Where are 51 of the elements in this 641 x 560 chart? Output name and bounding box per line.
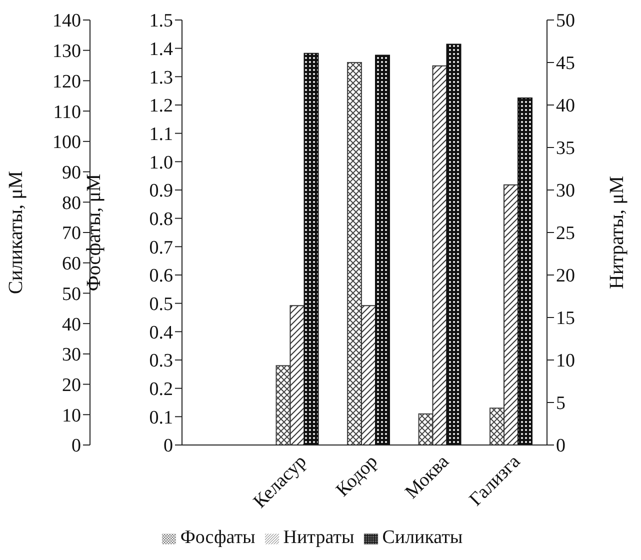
y3-tick-label: 110 bbox=[53, 102, 81, 123]
y2-tick-label: 25 bbox=[556, 223, 575, 244]
y-tick-label: 1.4 bbox=[149, 39, 174, 60]
y-tick-label: 0.6 bbox=[149, 266, 173, 287]
y-tick-label: 0.3 bbox=[149, 350, 173, 372]
y-tick-label: 0.9 bbox=[149, 180, 173, 202]
y2-tick-label: 40 bbox=[556, 96, 575, 117]
y2-tick-label: 10 bbox=[556, 350, 575, 372]
y-tick-label: 1.0 bbox=[149, 152, 173, 174]
bar bbox=[418, 413, 434, 445]
y-tick-label: 0.4 bbox=[149, 322, 174, 344]
legend-label: Силикаты bbox=[382, 527, 463, 548]
y2-tick-label: 45 bbox=[556, 53, 575, 74]
y-tick-label: 0.1 bbox=[149, 407, 173, 428]
y3-tick-label: 10 bbox=[62, 405, 81, 426]
y3-tick-label: 20 bbox=[62, 375, 81, 396]
y-tick-label: 0.2 bbox=[149, 379, 173, 400]
y-tick-label: 0.5 bbox=[149, 294, 173, 316]
y3-tick-label: 40 bbox=[62, 314, 81, 336]
y3-axis-title: Силикаты, μM bbox=[5, 170, 28, 294]
y-tick-label: 0.7 bbox=[149, 237, 173, 258]
y-tick-label: 1.5 bbox=[149, 10, 173, 32]
y2-axis-title: Нитраты, μM bbox=[606, 176, 628, 290]
y2-tick-label: 20 bbox=[556, 266, 575, 287]
y3-tick-label: 0 bbox=[72, 436, 81, 457]
y-tick-label: 0.8 bbox=[149, 209, 173, 230]
y2-tick-label: 35 bbox=[556, 138, 575, 160]
bar bbox=[490, 408, 504, 445]
y2-tick-label: 15 bbox=[556, 308, 575, 330]
y-axis-title: Фосфаты, μM bbox=[83, 174, 106, 292]
y3-tick-label: 70 bbox=[62, 223, 81, 244]
y3-tick-label: 90 bbox=[62, 162, 81, 184]
y3-tick-label: 130 bbox=[52, 41, 81, 62]
y-tick-label: 1.2 bbox=[149, 96, 173, 117]
y3-tick-label: 60 bbox=[62, 254, 81, 275]
legend-label: Нитраты bbox=[283, 527, 354, 548]
y2-tick-label: 50 bbox=[556, 10, 575, 32]
y-tick-label: 1.3 bbox=[149, 67, 173, 88]
y2-tick-label: 30 bbox=[556, 180, 575, 202]
y3-tick-label: 50 bbox=[62, 284, 81, 305]
y-tick-label: 1.1 bbox=[149, 124, 173, 146]
y3-tick-label: 140 bbox=[52, 10, 81, 32]
y3-tick-label: 120 bbox=[52, 71, 81, 92]
y3-tick-label: 80 bbox=[62, 192, 81, 214]
y2-tick-label: 0 bbox=[556, 436, 566, 457]
y2-tick-label: 5 bbox=[556, 393, 566, 414]
legend-label: Фосфаты bbox=[180, 527, 256, 548]
y3-tick-label: 30 bbox=[62, 344, 81, 366]
y3-tick-label: 100 bbox=[52, 132, 81, 154]
y-tick-label: 0 bbox=[164, 436, 173, 457]
bar bbox=[347, 62, 362, 445]
